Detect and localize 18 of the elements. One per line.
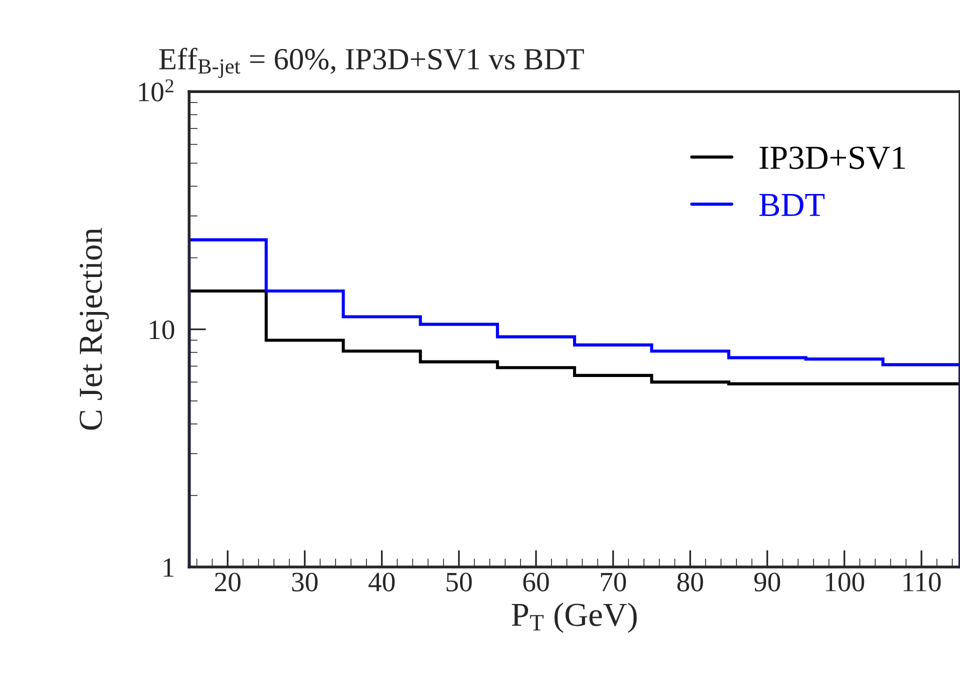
legend-label: BDT	[759, 194, 825, 216]
legend-label: IP3D+SV1	[760, 146, 905, 170]
x-tick-label: 80	[677, 572, 704, 592]
x-tick-label: 40	[368, 572, 395, 592]
y-axis-title: C Jet Rejection	[80, 228, 109, 430]
x-tick-label: 60	[523, 572, 549, 592]
x-tick-label: 110	[904, 572, 941, 592]
x-tick-label: 50	[446, 572, 472, 592]
x-tick-label: 70	[601, 572, 626, 592]
x-tick-label: 90	[754, 572, 780, 592]
x-tick-label: 30	[292, 572, 318, 592]
y-tick-label: 1	[164, 558, 174, 577]
x-tick-label: 20	[214, 572, 240, 592]
x-tick-label: 100	[826, 572, 864, 592]
x-axis-title: P$_{T}$ (GeV)	[512, 602, 637, 633]
y-tick-label: 10$^{2}$	[139, 79, 174, 102]
y-tick-label: 10	[150, 320, 174, 340]
chart-title: Eff$_{B-jet}$ = 60%, IP3D+SV1 vs BDT	[159, 48, 584, 78]
